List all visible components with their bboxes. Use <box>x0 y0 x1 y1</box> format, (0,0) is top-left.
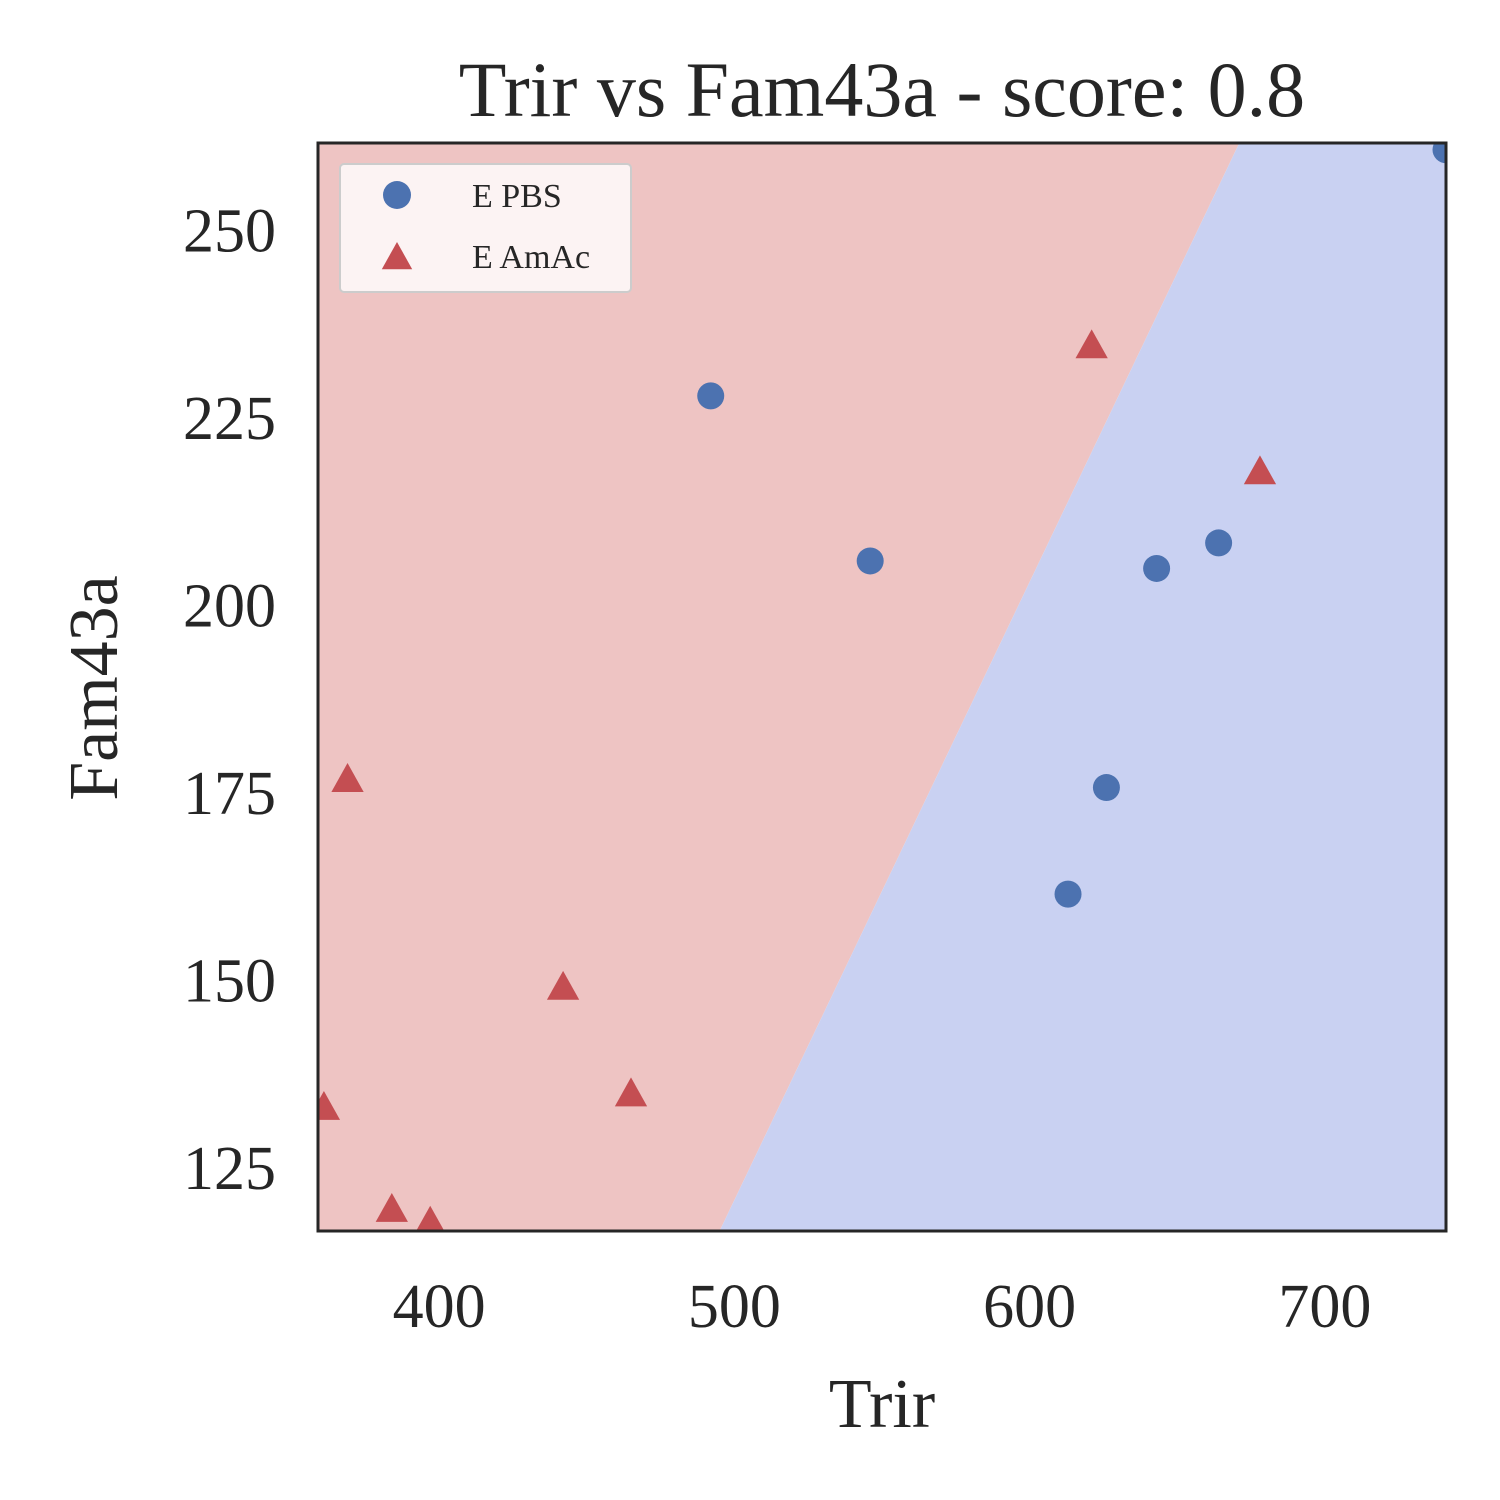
legend-label-e-amac: E AmAc <box>472 239 590 276</box>
x-tick-label: 600 <box>983 1273 1076 1341</box>
data-point-e-amac-0 <box>1075 329 1108 359</box>
y-tick-label: 175 <box>183 760 276 828</box>
x-tick-label: 400 <box>393 1273 486 1341</box>
data-point-e-pbs-4 <box>1092 774 1120 802</box>
data-point-e-amac-3 <box>546 970 580 1000</box>
y-axis-ticks: 125 150 175 200 225 250 <box>183 197 276 1203</box>
data-point-e-amac-5 <box>318 1090 341 1120</box>
region-e-amac <box>318 143 1240 1231</box>
data-point-e-amac-1 <box>1243 455 1277 485</box>
plot-frame <box>316 141 1448 1233</box>
x-tick-label: 700 <box>1278 1273 1371 1341</box>
data-point-e-pbs-0 <box>697 382 725 410</box>
legend-label-e-pbs: E PBS <box>472 178 562 215</box>
data-point-e-pbs-5 <box>1054 880 1082 908</box>
x-axis-ticks: 400 500 600 700 <box>393 1273 1372 1341</box>
data-point-e-pbs-6 <box>1432 143 1446 164</box>
y-tick-label: 250 <box>183 197 276 265</box>
y-tick-label: 225 <box>183 385 276 453</box>
y-tick-label: 150 <box>183 948 276 1016</box>
legend: E PBS E AmAc <box>339 163 632 293</box>
data-point-e-pbs-2 <box>1143 554 1171 582</box>
data-point-e-amac-6 <box>375 1192 408 1222</box>
legend-box <box>339 163 632 293</box>
data-point-e-amac-4 <box>614 1077 648 1107</box>
data-point-e-pbs-3 <box>1205 529 1233 557</box>
points-layer <box>318 143 1446 1231</box>
x-tick-label: 500 <box>688 1273 781 1341</box>
y-axis-label: Fam43a <box>56 575 133 801</box>
data-point-e-pbs-1 <box>856 547 884 575</box>
data-point-e-amac-7 <box>416 1205 445 1231</box>
x-axis-label: Trir <box>829 1366 935 1443</box>
plot-area <box>316 141 1448 1233</box>
y-tick-label: 125 <box>183 1135 276 1203</box>
data-point-e-amac-2 <box>331 763 364 792</box>
y-tick-label: 200 <box>183 572 276 640</box>
legend-marker-e-amac <box>381 242 413 270</box>
region-e-pbs <box>719 143 1446 1231</box>
chart-title: Trir vs Fam43a - score: 0.8 <box>459 46 1305 133</box>
legend-marker-e-pbs <box>383 181 411 209</box>
